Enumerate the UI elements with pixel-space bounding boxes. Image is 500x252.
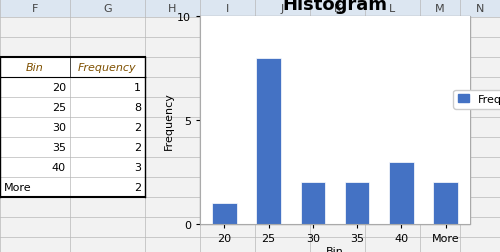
Text: H: H: [168, 4, 176, 14]
Text: 1: 1: [134, 83, 141, 93]
Text: 2: 2: [134, 182, 141, 192]
Text: J: J: [281, 4, 284, 14]
Bar: [212, 203, 236, 224]
Text: More: More: [4, 182, 32, 192]
Bar: [345, 183, 370, 224]
Bar: [0, 58, 145, 78]
Text: Frequency: Frequency: [78, 63, 137, 73]
X-axis label: Bin: Bin: [326, 246, 344, 252]
Bar: [256, 58, 281, 224]
Text: 8: 8: [134, 103, 141, 113]
Text: I: I: [226, 4, 229, 14]
Bar: [0, 98, 145, 117]
Text: 30: 30: [52, 122, 66, 133]
Text: 40: 40: [52, 162, 66, 172]
Y-axis label: Frequency: Frequency: [164, 92, 174, 149]
Text: 2: 2: [134, 142, 141, 152]
Text: Bin: Bin: [26, 63, 44, 73]
Text: 20: 20: [52, 83, 66, 93]
Bar: [0, 78, 145, 98]
Text: 3: 3: [134, 162, 141, 172]
Bar: [0, 177, 145, 197]
Bar: [0, 137, 145, 158]
Text: G: G: [103, 4, 112, 14]
Text: N: N: [476, 4, 484, 14]
Text: K: K: [334, 4, 341, 14]
Bar: [200, 17, 470, 224]
Text: 35: 35: [52, 142, 66, 152]
Title: Histogram: Histogram: [282, 0, 388, 14]
Text: L: L: [390, 4, 396, 14]
Bar: [434, 183, 458, 224]
Text: M: M: [435, 4, 445, 14]
Text: 25: 25: [52, 103, 66, 113]
Text: F: F: [32, 4, 38, 14]
Bar: [0, 158, 145, 177]
Bar: [389, 162, 413, 224]
Text: 2: 2: [134, 122, 141, 133]
Bar: [0, 117, 145, 137]
Bar: [300, 183, 325, 224]
Bar: [0, 0, 500, 18]
Legend: Frequency: Frequency: [454, 90, 500, 109]
